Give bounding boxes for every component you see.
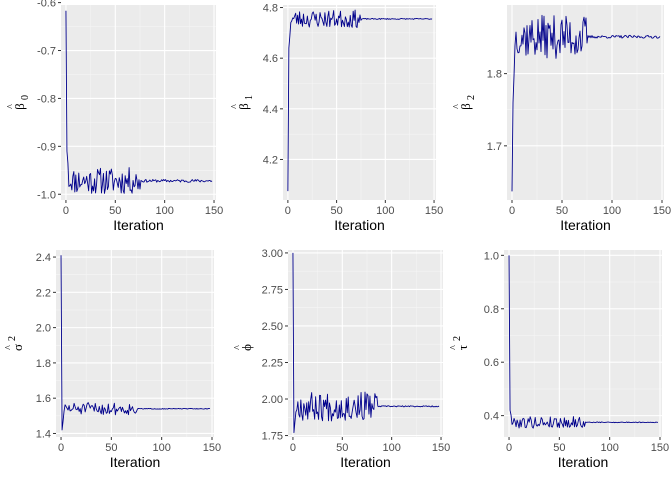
x-axis-title: Iteration <box>558 454 609 470</box>
y-axis-title: β^1 <box>230 95 255 110</box>
x-tick-label: 0 <box>58 442 64 454</box>
y-axis-hat: ^ <box>230 104 241 109</box>
x-tick-label: 50 <box>553 442 565 454</box>
y-axis-symbol: β <box>12 103 27 110</box>
x-tick-label: 150 <box>432 442 450 454</box>
x-axis-title: Iteration <box>334 217 385 233</box>
x-tick-label: 100 <box>603 205 621 217</box>
y-tick-label: 1.8 <box>487 69 502 81</box>
y-tick-label: 2.2 <box>36 287 51 299</box>
trace-panel-4: 0 50 100 150 1.4 1.6 1.8 2.0 2.2 2.4 Iteration σ^ 2 <box>4 250 221 470</box>
y-tick-label: 1.0 <box>484 250 499 262</box>
y-tick-label: 4.2 <box>263 154 278 166</box>
y-axis-title: β^0 <box>6 95 31 110</box>
y-tick-label: 1.8 <box>36 358 51 370</box>
y-axis-superscript: 2 <box>452 336 463 341</box>
y-tick-label: 0.6 <box>484 357 499 369</box>
y-tick-label: 4.6 <box>263 53 278 65</box>
y-axis-title: β^2 <box>452 95 477 110</box>
trace-line <box>508 255 658 429</box>
y-axis-symbol: β <box>236 103 251 110</box>
x-tick-label: 0 <box>285 205 291 217</box>
x-tick-label: 150 <box>205 205 223 217</box>
y-axis-symbol: τ <box>455 345 470 350</box>
y-axis-hat: ^ <box>4 345 15 350</box>
y-tick-label: 2.0 <box>36 323 51 335</box>
panel-background <box>283 5 436 200</box>
x-tick-label: 150 <box>425 205 443 217</box>
x-tick-label: 0 <box>63 205 69 217</box>
y-axis-hat: ^ <box>449 345 460 350</box>
y-tick-label: 1.75 <box>262 431 283 443</box>
y-tick-label: 1.7 <box>487 141 502 153</box>
x-tick-label: 0 <box>506 442 512 454</box>
y-tick-label: 2.50 <box>262 321 283 333</box>
x-tick-label: 150 <box>653 205 671 217</box>
y-tick-label: 2.4 <box>36 252 51 264</box>
trace-line <box>292 252 440 434</box>
x-tick-label: 50 <box>330 205 342 217</box>
y-tick-label: -1.0 <box>37 189 56 201</box>
y-axis-hat: ^ <box>6 104 17 109</box>
y-axis-hat: ^ <box>233 345 244 350</box>
y-tick-label: 4.4 <box>263 104 278 116</box>
x-axis-title: Iteration <box>560 217 611 233</box>
panel-background <box>61 5 216 200</box>
trace-line <box>60 255 210 431</box>
y-axis-symbol: β <box>458 103 473 110</box>
x-tick-label: 100 <box>155 205 173 217</box>
x-axis-title: Iteration <box>113 217 164 233</box>
y-tick-label: 1.6 <box>36 393 51 405</box>
x-tick-label: 50 <box>105 442 117 454</box>
y-tick-label: 0.8 <box>484 304 499 316</box>
x-tick-label: 100 <box>600 442 618 454</box>
y-axis-hat: ^ <box>452 104 463 109</box>
panel-background <box>504 250 662 437</box>
x-tick-label: 0 <box>509 205 515 217</box>
y-axis-title: τ^ 2 <box>449 336 470 350</box>
x-tick-label: 150 <box>203 442 221 454</box>
y-tick-label: 0.4 <box>484 411 499 423</box>
x-tick-label: 100 <box>382 442 400 454</box>
y-tick-label: -0.6 <box>37 0 56 10</box>
y-tick-label: -0.8 <box>37 93 56 105</box>
y-axis-title: ϕ^ <box>233 344 254 351</box>
y-axis-title: σ^ 2 <box>4 336 25 351</box>
y-tick-label: 4.8 <box>263 3 278 15</box>
trace-panel-2: 0 50 100 150 4.2 4.4 4.6 4.8 Iteration β^1 <box>230 3 443 233</box>
y-tick-label: -0.9 <box>37 141 56 153</box>
y-tick-label: 2.75 <box>262 284 283 296</box>
y-axis-subscript: 2 <box>466 95 477 100</box>
x-tick-label: 150 <box>651 442 669 454</box>
trace-panel-6: 0 50 100 150 0.4 0.6 0.8 1.0 Iteration τ^ 2 <box>449 250 669 470</box>
x-tick-label: 50 <box>556 205 568 217</box>
x-tick-label: 100 <box>376 205 394 217</box>
trace-line <box>511 14 661 192</box>
x-tick-label: 50 <box>109 205 121 217</box>
y-tick-label: 2.25 <box>262 357 283 369</box>
y-tick-label: 1.4 <box>36 428 51 440</box>
x-tick-label: 0 <box>290 442 296 454</box>
y-axis-superscript: 2 <box>7 336 18 341</box>
y-axis-symbol: ϕ <box>239 344 254 351</box>
panel-background <box>288 250 443 437</box>
x-axis-title: Iteration <box>340 454 391 470</box>
y-tick-label: 3.00 <box>262 248 283 260</box>
trace-panel-1: 0 50 100 150 -0.6 -0.7 -0.8 -0.9 -1.0 Iteration β^… <box>6 0 223 233</box>
x-tick-label: 50 <box>336 442 348 454</box>
y-tick-label: -0.7 <box>37 46 56 58</box>
trace-panel-3: 0 50 100 150 1.7 1.8 Iteration β^2 <box>452 5 671 233</box>
y-tick-label: 2.00 <box>262 394 283 406</box>
x-tick-label: 100 <box>152 442 170 454</box>
trace-line <box>65 10 213 194</box>
trace-line <box>287 9 433 192</box>
y-axis-symbol: σ <box>10 344 25 351</box>
trace-panel-5: 0 50 100 150 1.75 2.00 2.25 2.50 2.75 3.00 Iterati… <box>233 248 450 470</box>
y-axis-subscript: 0 <box>20 95 31 100</box>
y-axis-subscript: 1 <box>244 95 255 100</box>
x-axis-title: Iteration <box>110 454 161 470</box>
